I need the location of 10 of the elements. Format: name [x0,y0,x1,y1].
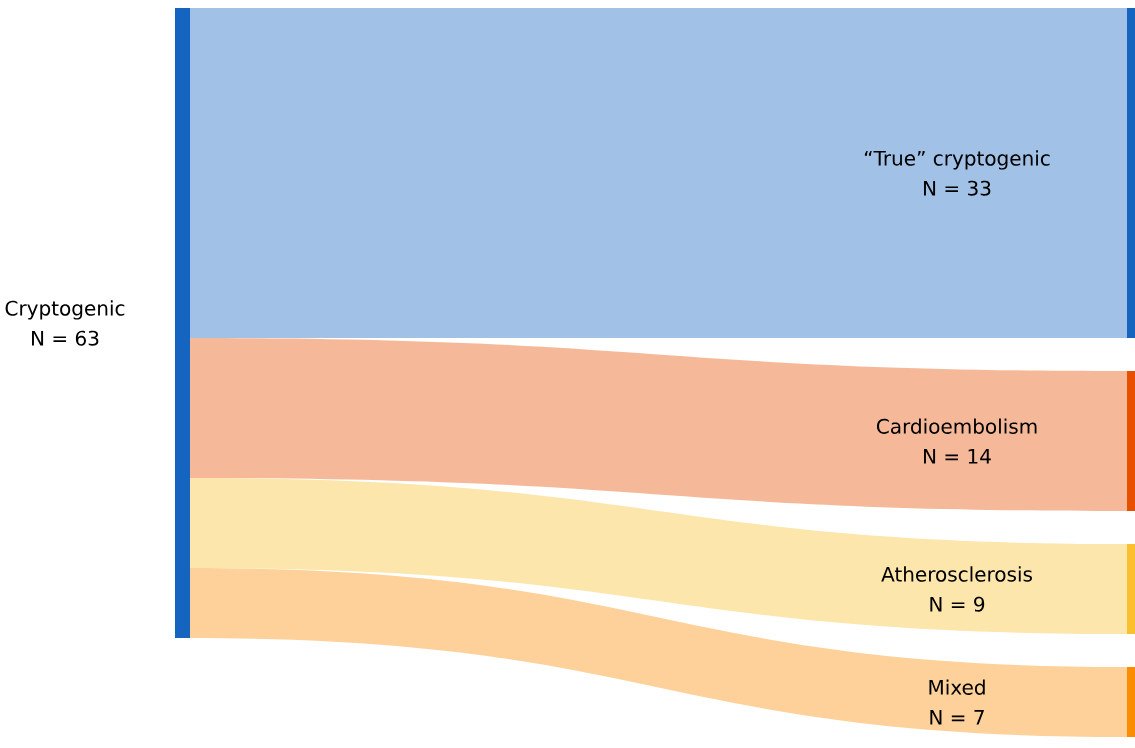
category-label: Atherosclerosis [881,566,1032,582]
text: Cryptogenic [5,300,125,320]
data-label: N = 33 [924,180,991,196]
text: N = 63 [32,330,99,346]
category-label: Mixed [929,679,985,695]
data-label: N = 7 [930,710,984,725]
category-label: Cardioembolism [876,418,1037,434]
data-label: N = 14 [924,449,991,464]
data-label: N = 9 [930,596,985,612]
category-label: “True” cryptogenic [864,150,1050,170]
